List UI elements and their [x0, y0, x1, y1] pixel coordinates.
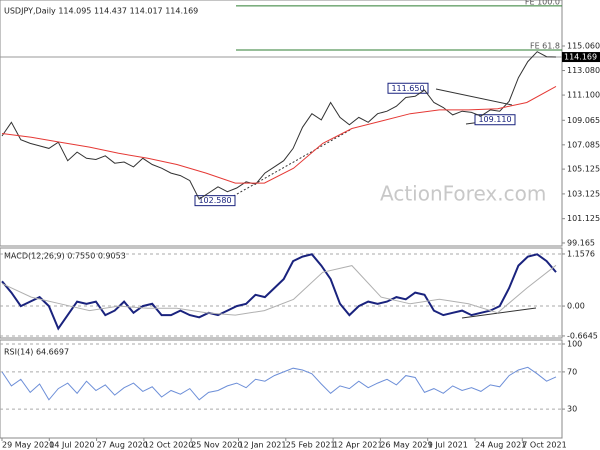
- fe-label: FE 100.0: [525, 0, 560, 6]
- y-tick-label: 103.125: [567, 189, 600, 198]
- x-tick-label: 12 Oct 2020: [144, 441, 193, 450]
- x-tick-label: 29 May 2020: [2, 441, 54, 450]
- series-line: [1, 51, 557, 200]
- panel-title: MACD(12,26,9) 0.7550 0.9053: [4, 252, 126, 261]
- panel-title: RSI(14) 64.6697: [4, 348, 69, 357]
- series-line: [1, 253, 557, 331]
- y-tick-label: 70: [567, 367, 577, 376]
- series-line: [1, 366, 557, 401]
- annotation-label: 109.110: [478, 115, 511, 124]
- panel-title: USDJPY,Daily 114.095 114.437 114.017 114…: [4, 7, 198, 16]
- annotation-box: [194, 195, 236, 207]
- x-tick-label: 12 Jan 2021: [239, 441, 287, 450]
- y-tick-label: 113.080: [567, 66, 600, 75]
- annotation-label: 102.580: [198, 196, 231, 205]
- last-price-label: 114.169: [564, 53, 597, 62]
- y-tick-label: 99.165: [567, 238, 595, 247]
- fe-label: FE 61.8: [530, 41, 560, 50]
- y-tick-label: 30: [567, 405, 577, 414]
- y-tick-label: -0.6645: [567, 331, 598, 340]
- y-tick-label: 101.125: [567, 214, 600, 223]
- price-panel: [0, 0, 563, 247]
- x-tick-label: 24 Aug 2021: [475, 441, 526, 450]
- y-tick-label: 115.060: [567, 41, 600, 50]
- x-tick-label: 7 Oct 2021: [522, 441, 566, 450]
- annotation-box: [387, 82, 429, 94]
- x-tick-label: 27 Aug 2020: [97, 441, 148, 450]
- x-tick-label: 14 Jul 2020: [49, 441, 94, 450]
- y-tick-label: 1.1576: [567, 249, 595, 258]
- annotation-label: 111.650: [391, 84, 424, 93]
- y-tick-label: 111.100: [567, 91, 600, 100]
- x-tick-label: 12 Apr 2021: [333, 441, 382, 450]
- x-tick-label: 26 May 2021: [380, 441, 432, 450]
- last-price-box: [562, 52, 600, 63]
- x-tick-label: 9 Jul 2021: [428, 441, 468, 450]
- x-tick-label: 25 Nov 2020: [191, 441, 242, 450]
- trendline: [435, 88, 513, 106]
- y-tick-label: 107.085: [567, 140, 600, 149]
- x-tick-label: 25 Feb 2021: [286, 441, 336, 450]
- y-tick-label: 100: [567, 340, 582, 349]
- trendline: [461, 307, 537, 319]
- watermark: ActionForex.com: [380, 182, 546, 206]
- rsi-panel: [0, 339, 563, 439]
- series-line: [1, 264, 557, 316]
- y-tick-label: 109.065: [567, 116, 600, 125]
- y-tick-label: 0.00: [567, 302, 585, 311]
- y-tick-label: 105.125: [567, 165, 600, 174]
- annotation-box: [474, 114, 516, 126]
- trendline: [229, 129, 351, 199]
- series-line: [1, 85, 557, 184]
- macd-panel: [0, 247, 563, 339]
